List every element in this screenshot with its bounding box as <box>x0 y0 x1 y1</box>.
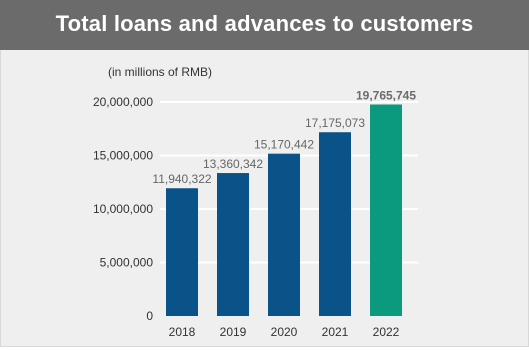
y-tick-label: 5,000,000 <box>100 256 154 270</box>
chart-header: Total loans and advances to customers <box>0 0 529 50</box>
unit-label: (in millions of RMB) <box>108 65 212 79</box>
bar-2019 <box>217 173 249 316</box>
value-label: 13,360,342 <box>203 157 263 171</box>
chart-title: Total loans and advances to customers <box>55 11 474 36</box>
x-tick-label: 2022 <box>373 325 400 339</box>
bar-2021 <box>319 132 351 316</box>
bar-2018 <box>166 188 198 316</box>
value-label: 19,765,745 <box>356 89 416 103</box>
y-tick-label: 10,000,000 <box>93 202 153 216</box>
x-tick-label: 2020 <box>271 325 298 339</box>
y-tick-label: 0 <box>146 309 153 323</box>
x-tick-label: 2021 <box>322 325 349 339</box>
x-tick-label: 2019 <box>220 325 247 339</box>
value-label: 15,170,442 <box>254 138 314 152</box>
bar-layer <box>166 104 402 316</box>
label-layer: 0 5,000,000 10,000,000 15,000,000 20,000,000… <box>93 89 416 339</box>
x-tick-label: 2018 <box>169 325 196 339</box>
y-tick-label: 15,000,000 <box>93 149 153 163</box>
y-tick-label: 20,000,000 <box>93 95 153 109</box>
bar-2020 <box>268 153 300 316</box>
value-label: 17,175,073 <box>305 116 365 130</box>
value-label: 11,940,322 <box>152 172 211 186</box>
bar-2022 <box>370 104 402 316</box>
